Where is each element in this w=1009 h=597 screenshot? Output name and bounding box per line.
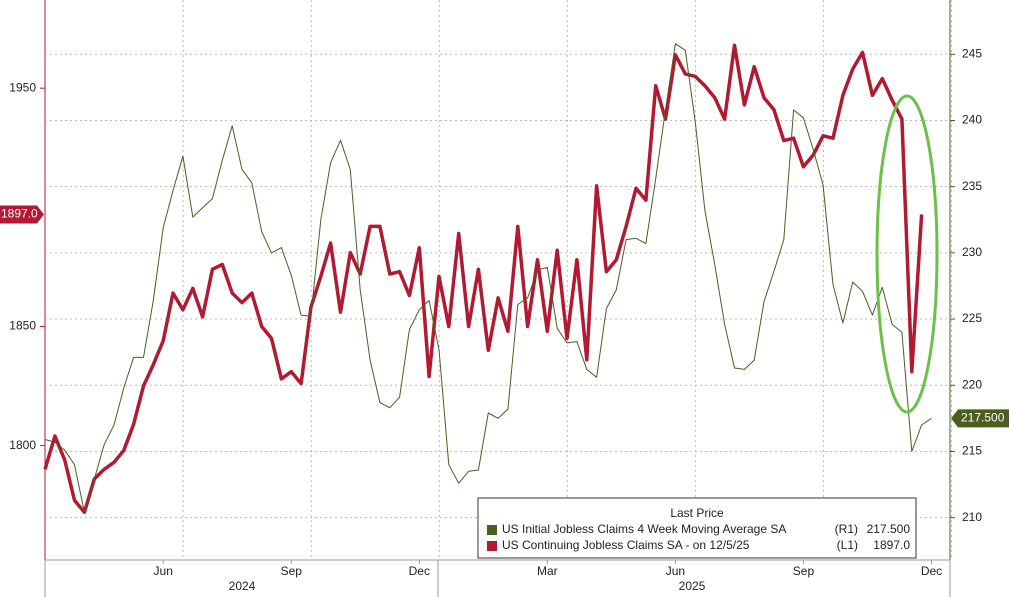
last-value-label: 1897.0 bbox=[1, 207, 38, 221]
series-line bbox=[44, 43, 932, 513]
legend-axis: (L1) bbox=[837, 538, 858, 552]
y-tick-label: 1950 bbox=[9, 80, 36, 94]
year-label: 2024 bbox=[229, 579, 256, 593]
y2-tick-label: 225 bbox=[962, 311, 982, 325]
lines bbox=[43, 43, 932, 515]
legend-title: Last Price bbox=[670, 506, 724, 520]
y2-tick-label: 215 bbox=[962, 444, 982, 458]
highlight-ellipse bbox=[875, 94, 939, 414]
y2-tick-label: 220 bbox=[962, 377, 982, 391]
y2-tick-label: 230 bbox=[962, 245, 982, 259]
legend-last: 1897.0 bbox=[873, 538, 910, 552]
legend-last: 217.500 bbox=[867, 522, 911, 536]
legend-label: US Continuing Jobless Claims SA - on 12/… bbox=[502, 538, 750, 552]
x-tick-label: Mar bbox=[537, 564, 558, 578]
grid bbox=[45, 0, 952, 560]
y2-tick-label: 245 bbox=[962, 46, 982, 60]
y2-tick-label: 240 bbox=[962, 113, 982, 127]
y-tick-label: 1800 bbox=[9, 438, 36, 452]
last-value-tag bbox=[0, 205, 44, 224]
legend-swatch bbox=[487, 541, 497, 551]
legend-swatch bbox=[487, 525, 497, 535]
x-tick-label: Dec bbox=[409, 564, 430, 578]
last-value-tag bbox=[951, 409, 1009, 428]
y2-tick-label: 210 bbox=[962, 510, 982, 524]
x-tick-label: Sep bbox=[281, 564, 303, 578]
legend-label: US Initial Jobless Claims 4 Week Moving … bbox=[502, 522, 786, 536]
year-label: 2025 bbox=[679, 579, 706, 593]
x-tick-label: Dec bbox=[921, 564, 942, 578]
legend-box bbox=[477, 497, 917, 559]
x-tick-label: Jun bbox=[666, 564, 685, 578]
legend-axis: (R1) bbox=[835, 522, 858, 536]
y-tick-label: 1850 bbox=[9, 319, 36, 333]
series-line bbox=[43, 43, 924, 515]
tags: 217.500 1897.0 bbox=[0, 205, 1009, 428]
legend: Last Price US Initial Jobless Claims 4 We… bbox=[477, 497, 917, 559]
x-tick-label: Sep bbox=[793, 564, 815, 578]
x-tick-label: Jun bbox=[154, 564, 173, 578]
y2-tick-label: 235 bbox=[962, 179, 982, 193]
last-value-label: 217.500 bbox=[961, 411, 1005, 425]
